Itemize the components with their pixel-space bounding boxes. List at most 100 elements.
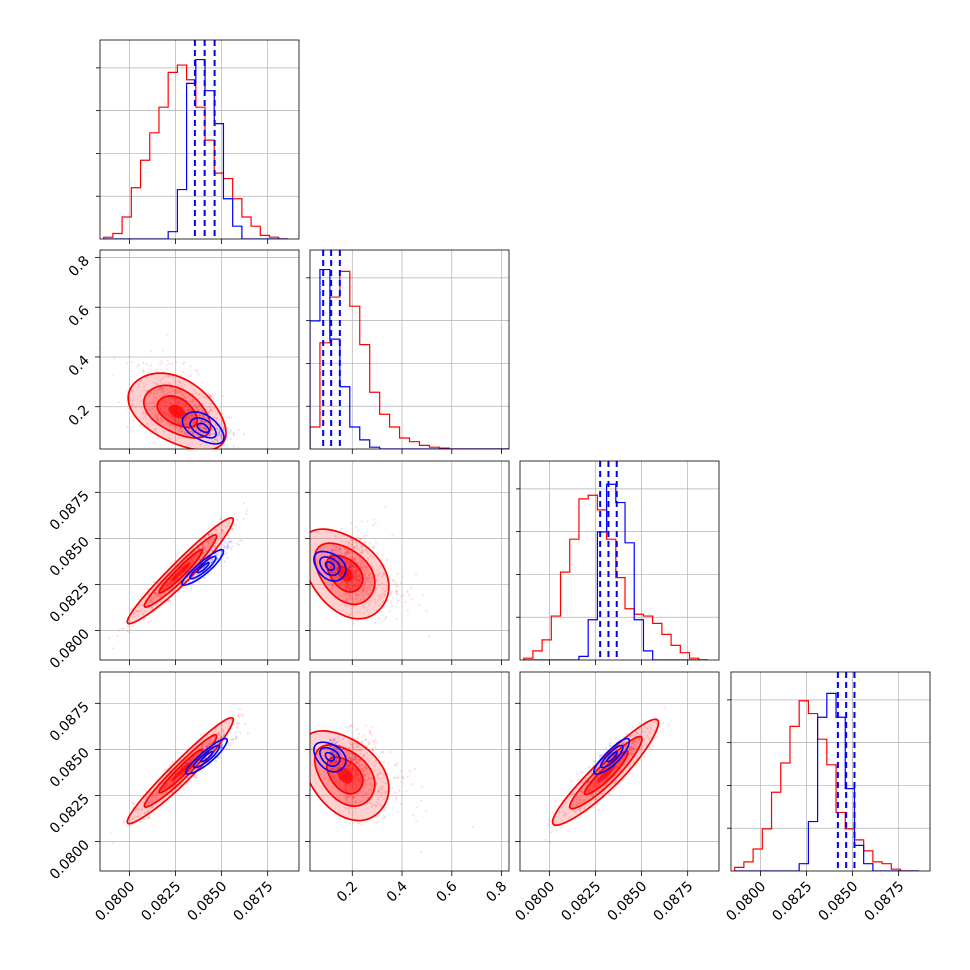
sample-point: [166, 421, 169, 424]
sample-point: [205, 744, 208, 747]
sample-point: [343, 552, 347, 555]
sample-point: [193, 404, 196, 407]
sample-point: [395, 796, 398, 799]
sample-point: [184, 419, 187, 422]
sample-point: [594, 760, 597, 763]
sample-point: [192, 420, 195, 423]
sample-point: [332, 560, 335, 563]
sample-point: [219, 547, 222, 550]
hist-frame-1: [99, 39, 300, 240]
sample-point: [638, 722, 641, 725]
sample-point: [365, 549, 368, 552]
sample-point: [170, 581, 173, 585]
sample-point: [162, 411, 166, 414]
sample-point: [219, 550, 222, 553]
sample-point: [222, 416, 225, 419]
sample-point: [211, 433, 214, 436]
sample-point: [219, 434, 222, 438]
sample-point: [347, 563, 350, 566]
sample-point: [192, 392, 195, 396]
x-tick-label: 0.0850: [815, 879, 861, 925]
sample-point: [220, 518, 223, 521]
sample-point: [208, 394, 211, 397]
sample-point: [192, 432, 195, 435]
sample-point: [210, 403, 213, 406]
sample-point: [140, 608, 143, 611]
sample-point: [209, 433, 212, 436]
sample-point: [156, 796, 159, 799]
sample-point: [348, 588, 351, 592]
sample-point: [349, 561, 352, 564]
hist-red-series: [734, 700, 919, 871]
scatter-panel-r2-c1: [100, 250, 299, 449]
sample-point: [361, 551, 364, 554]
sample-point: [349, 539, 352, 542]
sample-point: [151, 794, 154, 797]
sample-point: [138, 610, 142, 613]
sample-point: [351, 543, 354, 546]
sample-point: [356, 561, 359, 565]
sample-point: [406, 775, 409, 778]
sample-point: [394, 763, 397, 766]
sample-point: [167, 581, 170, 584]
sample-point: [357, 578, 360, 581]
sample-point: [183, 431, 187, 434]
sample-point: [167, 398, 170, 402]
sample-point: [182, 586, 185, 589]
sample-point: [347, 584, 350, 588]
sample-point: [142, 370, 145, 373]
sample-point: [358, 610, 361, 613]
sample-point: [195, 428, 198, 431]
sample-point: [394, 798, 398, 801]
sample-point: [152, 597, 155, 600]
sample-point: [151, 588, 154, 591]
sample-point: [163, 792, 166, 796]
sample-point: [142, 369, 145, 373]
sample-point: [245, 512, 248, 516]
sample-point: [338, 546, 341, 549]
sample-point: [236, 722, 239, 725]
sample-point: [208, 433, 211, 436]
sample-point: [188, 430, 191, 433]
sample-point: [349, 563, 352, 566]
sample-point: [192, 431, 195, 434]
sample-point: [172, 377, 175, 380]
sample-point: [359, 575, 362, 578]
sample-point: [352, 579, 356, 582]
sample-point: [357, 584, 361, 587]
sample-point: [219, 735, 222, 739]
sample-point: [354, 587, 357, 590]
sample-point: [233, 512, 236, 515]
sample-point: [184, 417, 188, 420]
sample-point: [133, 612, 136, 615]
sample-point: [335, 546, 338, 549]
sample-point: [131, 389, 134, 392]
sample-point: [336, 559, 340, 562]
sample-point: [359, 562, 362, 565]
sample-point: [143, 389, 146, 392]
sample-point: [588, 766, 591, 769]
sample-point: [366, 577, 369, 581]
sample-point: [178, 391, 181, 394]
sample-point: [346, 553, 349, 556]
sample-point: [171, 760, 174, 764]
sample-point: [232, 738, 235, 741]
sample-point: [348, 565, 351, 569]
sample-point: [349, 562, 352, 565]
sample-point: [357, 578, 360, 581]
sample-point: [133, 612, 136, 615]
sample-point: [175, 360, 178, 363]
sample-point: [232, 434, 236, 437]
sample-point: [217, 428, 220, 431]
sample-point: [223, 546, 226, 549]
sample-point: [366, 520, 369, 523]
sample-point: [181, 772, 184, 776]
sample-point: [152, 795, 155, 799]
sample-point: [241, 712, 244, 716]
sample-point: [150, 350, 153, 353]
sample-point: [181, 405, 184, 408]
sample-point: [150, 391, 153, 394]
sample-point: [208, 434, 211, 437]
sample-point: [368, 541, 371, 545]
